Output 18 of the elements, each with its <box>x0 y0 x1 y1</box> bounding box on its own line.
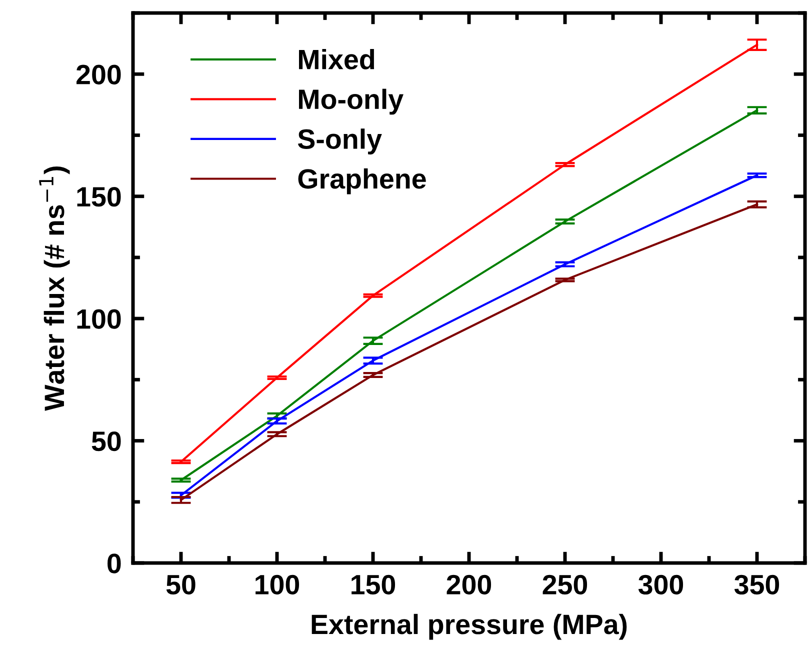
y-tick-label: 0 <box>108 554 121 574</box>
y-tick-label: 50 <box>92 431 121 452</box>
x-tick-label: 100 <box>256 574 300 595</box>
y-tick-label: 150 <box>77 187 121 207</box>
legend-label: S-only <box>298 128 382 154</box>
x-tick-label: 50 <box>166 574 196 595</box>
y-axis-title: Water flux (# ns$^{−1}$) <box>39 166 70 411</box>
x-tick-label: 150 <box>352 574 396 595</box>
y-tick-label: 100 <box>77 309 121 329</box>
legend-label: Mixed <box>299 49 374 70</box>
x-tick-label: 200 <box>446 574 492 595</box>
x-tick-label: 300 <box>638 574 684 595</box>
x-axis-title: External pressure (MPa) <box>312 614 627 640</box>
y-tick-label: 200 <box>76 64 121 84</box>
legend-label: Mo-only <box>299 88 404 115</box>
legend-label: Graphene <box>298 168 426 194</box>
x-tick-label: 350 <box>734 574 780 595</box>
x-tick-label: 250 <box>542 574 588 595</box>
